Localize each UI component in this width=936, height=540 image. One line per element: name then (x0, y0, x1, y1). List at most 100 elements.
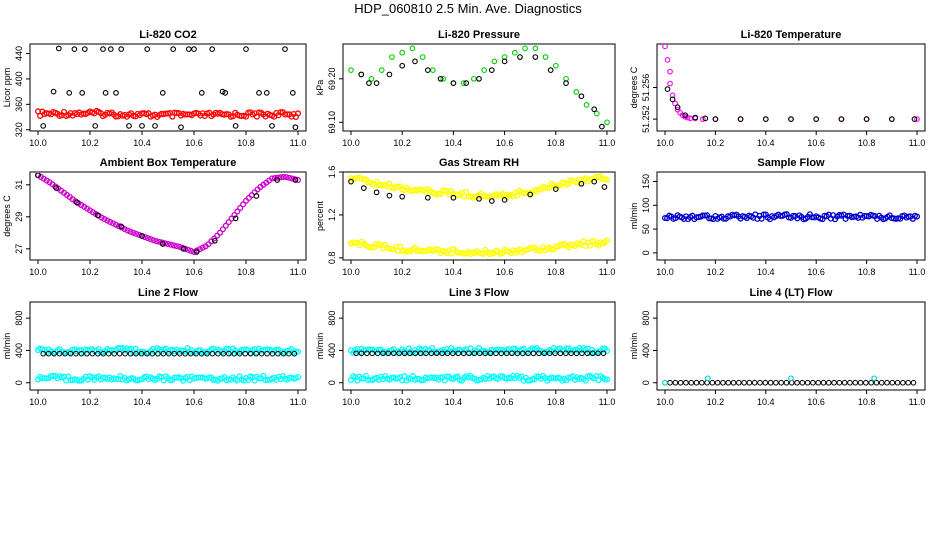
y-tick-label: 0 (641, 250, 651, 255)
data-point (188, 247, 195, 254)
data-point (139, 123, 145, 129)
data-point (788, 379, 795, 386)
data-point (126, 123, 132, 129)
y-axis-label: Licor ppm (2, 68, 12, 108)
data-point (353, 350, 359, 357)
data-point (905, 379, 911, 386)
data-point (160, 350, 167, 357)
series-group (347, 173, 611, 258)
data-point (767, 379, 774, 386)
data-point (466, 350, 472, 357)
chart-title: Li-820 CO2 (139, 29, 196, 41)
data-point (92, 123, 99, 129)
data-point (107, 46, 114, 52)
series-group (662, 45, 920, 122)
data-point (820, 379, 827, 386)
data-point (601, 184, 608, 190)
x-tick-label: 11.0 (599, 397, 616, 407)
data-point (578, 93, 585, 100)
data-point (170, 242, 177, 249)
data-point (78, 350, 85, 357)
data-point (488, 198, 495, 204)
data-point (380, 350, 386, 357)
data-point (256, 90, 262, 96)
data-point (358, 375, 365, 382)
data-point (857, 379, 864, 386)
x-tick-label: 10.8 (237, 397, 255, 407)
data-point (417, 350, 424, 357)
x-tick-label: 11.0 (290, 397, 307, 407)
page-title: HDP_060810 2.5 Min. Ave. Diagnostics (354, 1, 582, 16)
data-point (841, 379, 848, 386)
data-point (674, 104, 681, 111)
x-tick-label: 10.0 (29, 397, 47, 407)
data-point (216, 229, 224, 236)
data-point (253, 350, 259, 357)
data-point (280, 173, 287, 181)
y-tick-label: 69.10 (327, 111, 337, 134)
series-box-black (35, 173, 299, 255)
data-point (242, 197, 250, 204)
data-point (664, 86, 671, 92)
data-point (595, 348, 602, 355)
data-point (147, 236, 154, 243)
data-point (67, 350, 74, 357)
data-point (482, 350, 488, 357)
chart-title: Line 3 Flow (449, 287, 509, 299)
data-point (133, 230, 140, 237)
data-point (242, 350, 249, 357)
series-line4-black (667, 379, 917, 386)
data-point (557, 350, 564, 357)
data-point (396, 350, 402, 357)
data-point (100, 350, 107, 357)
data-point (364, 350, 370, 357)
data-point (144, 350, 150, 357)
data-point (40, 123, 47, 129)
x-tick-label: 10.2 (81, 397, 99, 407)
chart-panel-3: Li-820 Temperature degrees C 10.0 10.2 10.4 1… (629, 29, 926, 148)
x-tick-label: 10.8 (547, 267, 565, 277)
series-pressure-black (358, 54, 605, 130)
data-point (591, 106, 598, 113)
data-point (220, 350, 227, 357)
data-point (563, 80, 569, 86)
data-point (144, 46, 151, 52)
data-point (593, 110, 600, 117)
data-point (152, 123, 158, 129)
data-point (127, 228, 134, 235)
data-point (178, 124, 184, 130)
x-tick-label: 10.2 (707, 267, 725, 277)
data-point (232, 215, 239, 222)
data-point (45, 350, 52, 357)
data-point (264, 350, 270, 357)
data-point (283, 174, 290, 181)
data-point (258, 350, 265, 357)
data-point (204, 350, 210, 357)
x-tick-label: 10.4 (133, 138, 151, 148)
plot-frame (342, 171, 616, 261)
x-tick-label: 10.8 (237, 138, 255, 148)
data-point (374, 350, 381, 357)
data-point (124, 227, 131, 234)
plot-frame (29, 43, 307, 132)
data-point (595, 350, 601, 357)
data-point (491, 58, 498, 65)
data-point (914, 116, 920, 122)
data-point (698, 379, 705, 386)
data-point (552, 62, 559, 69)
data-point (162, 240, 169, 247)
chart-title: Line 2 Flow (138, 287, 198, 299)
data-point (460, 350, 467, 357)
data-point (369, 350, 376, 357)
series-line2-cyan-high (34, 345, 302, 356)
data-point (487, 350, 494, 357)
data-point (603, 237, 611, 244)
x-tick-label: 10.4 (445, 397, 463, 407)
y-tick-label: 51.256 (641, 74, 651, 102)
data-point (269, 123, 275, 129)
data-point (578, 180, 585, 187)
x-tick-label: 10.6 (807, 397, 825, 407)
data-point (788, 116, 794, 122)
x-tick-label: 10.4 (133, 267, 151, 277)
data-point (552, 350, 558, 357)
